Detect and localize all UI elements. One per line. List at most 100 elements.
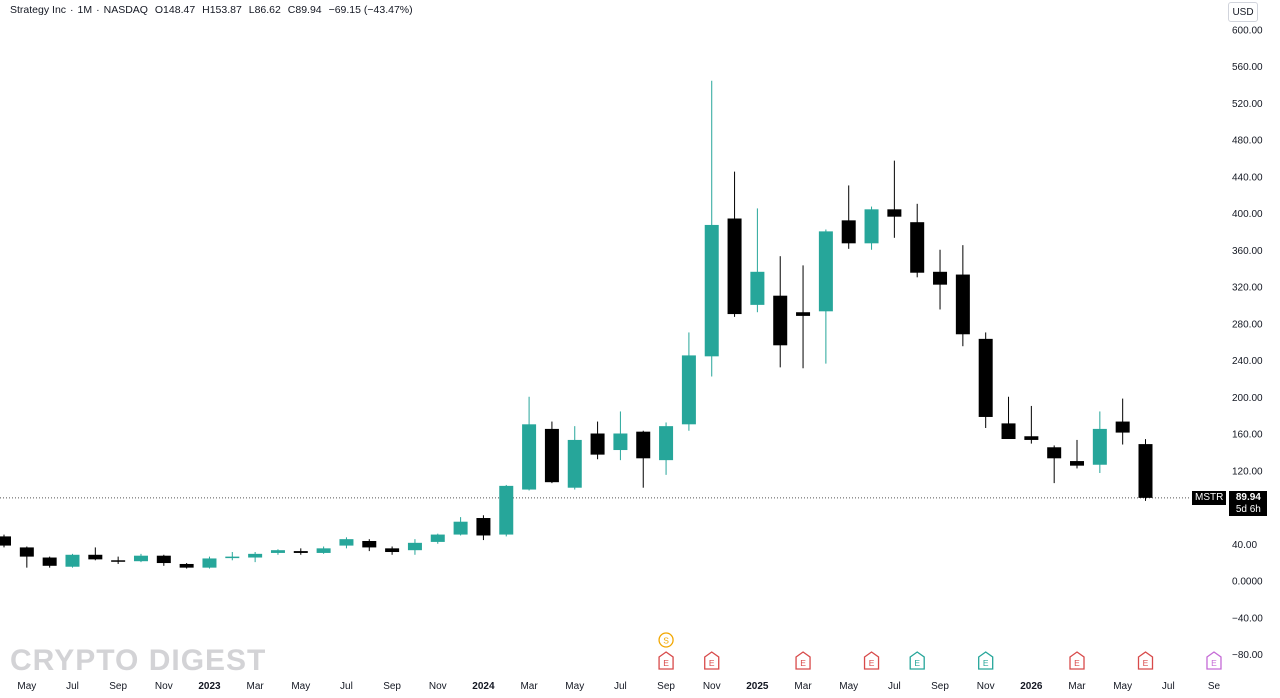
x-tick-label: Mar	[247, 681, 265, 692]
x-tick-label: Sep	[931, 681, 949, 692]
x-tick-label: Sep	[383, 681, 401, 692]
candle-body	[567, 439, 582, 488]
candle-body	[590, 433, 605, 455]
x-tick-label: Jul	[66, 681, 79, 692]
x-tick-label: Mar	[1068, 681, 1086, 692]
candle-body	[544, 428, 559, 483]
candle-body	[225, 556, 240, 559]
x-tick-label: May	[565, 681, 584, 692]
candle-body	[796, 312, 811, 316]
y-tick-label: 480.00	[1232, 136, 1263, 147]
x-tick-label: Nov	[703, 681, 721, 692]
x-tick-label: May	[1113, 681, 1132, 692]
candle-body	[430, 534, 445, 542]
event-marker-label: E	[709, 658, 715, 668]
event-marker-label: E	[1211, 658, 1217, 668]
candle-body	[476, 518, 491, 536]
event-marker-label: E	[1143, 658, 1149, 668]
y-tick-label: 400.00	[1232, 209, 1263, 220]
y-tick-label: 120.00	[1232, 466, 1263, 477]
candle-body	[1092, 428, 1107, 465]
earnings-event-icon	[909, 651, 925, 670]
split-event-icon	[658, 632, 674, 648]
last-price-label: 89.94	[1235, 492, 1261, 503]
event-marker-label: E	[1074, 658, 1080, 668]
y-tick-label: 0.0000	[1232, 577, 1263, 588]
x-tick-label: 2025	[746, 681, 769, 692]
candle-body	[955, 274, 970, 335]
x-tick-label: Sep	[657, 681, 675, 692]
y-tick-label: 600.00	[1232, 25, 1263, 36]
y-tick-label: 160.00	[1232, 430, 1263, 441]
y-tick-label: 440.00	[1232, 172, 1263, 183]
candle-body	[1115, 421, 1130, 433]
x-tick-label: May	[839, 681, 858, 692]
candle-body	[613, 433, 628, 451]
ticker-label: MSTR	[1192, 491, 1227, 505]
candle-body	[248, 553, 263, 558]
y-tick-label: 320.00	[1232, 283, 1263, 294]
x-tick-label: 2023	[198, 681, 221, 692]
candle-body	[362, 540, 377, 548]
candle-body	[933, 271, 948, 285]
candle-body	[42, 557, 57, 566]
earnings-event-icon	[978, 651, 994, 670]
x-tick-label: Nov	[977, 681, 995, 692]
earnings-event-icon	[1206, 651, 1222, 670]
y-tick-label: 240.00	[1232, 356, 1263, 367]
interval-label[interactable]: 1M	[77, 4, 93, 16]
exchange-label: NASDAQ	[103, 4, 148, 16]
earnings-event-icon	[795, 651, 811, 670]
candle-body	[407, 542, 422, 551]
candle-body	[727, 218, 742, 315]
candle-body	[681, 355, 696, 425]
candle-body	[270, 550, 285, 553]
candle-body	[156, 555, 171, 564]
y-tick-label: 360.00	[1232, 246, 1263, 257]
candle-body	[910, 222, 925, 273]
candle-body	[750, 271, 765, 305]
candle-body	[339, 539, 354, 546]
y-tick-label: 560.00	[1232, 62, 1263, 73]
x-tick-label: Se	[1208, 681, 1221, 692]
x-tick-label: 2024	[472, 681, 495, 692]
candle-body	[1070, 461, 1085, 466]
candle-body	[316, 548, 331, 553]
high-value: H153.87	[202, 4, 242, 16]
earnings-event-icon	[1137, 651, 1154, 670]
candle-body	[522, 424, 537, 490]
y-tick-label: 40.00	[1232, 540, 1257, 551]
event-marker-label: E	[914, 658, 920, 668]
currency-button[interactable]: USD	[1228, 2, 1258, 22]
x-tick-label: May	[17, 681, 36, 692]
x-tick-label: Jul	[614, 681, 627, 692]
candle-body	[1138, 444, 1153, 498]
symbol-name[interactable]: Strategy Inc	[10, 4, 67, 16]
candle-body	[1001, 423, 1016, 440]
last-price-box: 89.94 5d 6h	[1229, 491, 1268, 516]
earnings-event-icon	[658, 651, 674, 670]
candle-body	[818, 231, 833, 312]
candle-body	[133, 555, 148, 562]
candle-body	[978, 338, 993, 417]
event-marker-label: E	[983, 658, 989, 668]
candle-body	[773, 295, 788, 346]
x-tick-label: Sep	[109, 681, 127, 692]
y-tick-label: −40.00	[1232, 613, 1263, 624]
candle-body	[65, 554, 80, 567]
candle-body	[293, 551, 308, 553]
candle-body	[864, 209, 879, 244]
change-value: −69.15 (−43.47%)	[328, 4, 413, 16]
candle-body	[1024, 436, 1039, 440]
event-marker-label: S	[663, 636, 669, 646]
event-marker-label: E	[800, 658, 806, 668]
candle-body	[841, 220, 856, 244]
x-tick-label: May	[291, 681, 310, 692]
close-value: C89.94	[287, 4, 322, 16]
event-marker-label: E	[869, 658, 875, 668]
watermark-logo: CRYPTO DIGEST	[10, 644, 267, 677]
event-marker-label: E	[663, 658, 669, 668]
bar-countdown-label: 5d 6h	[1235, 504, 1261, 515]
symbol-header: Strategy Inc · 1M · NASDAQ O148.47 H153.87 L…	[10, 4, 413, 16]
